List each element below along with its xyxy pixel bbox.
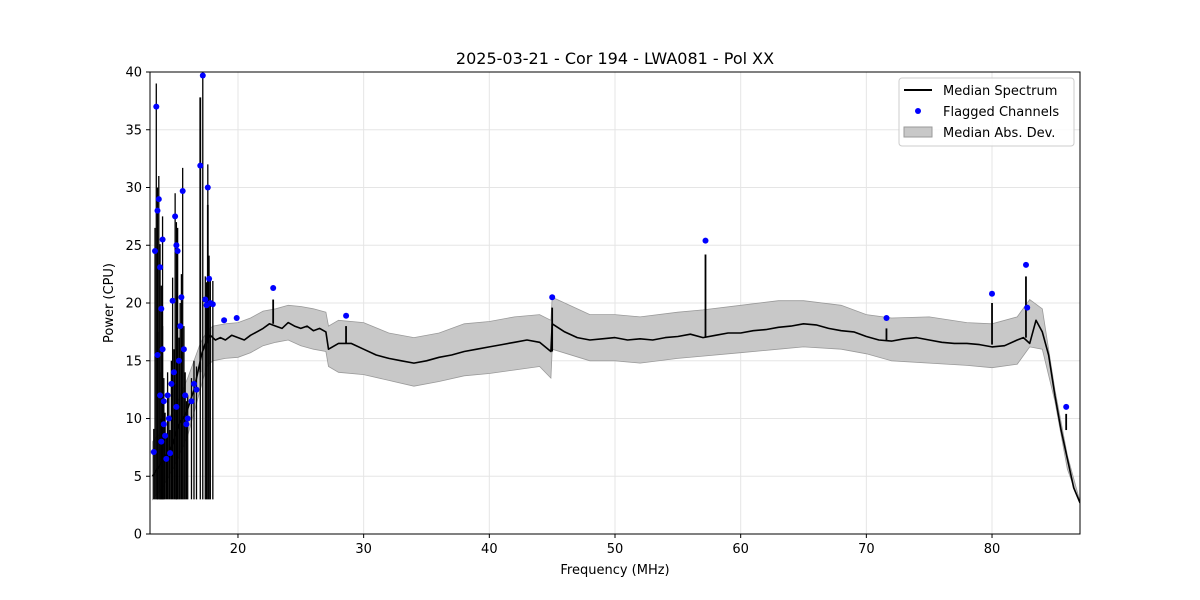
flagged-channel-point <box>172 213 179 220</box>
flagged-channel-point <box>153 103 160 110</box>
flagged-channel-point <box>182 392 189 399</box>
flagged-channel-point <box>158 438 165 445</box>
y-tick-label: 0 <box>134 528 142 543</box>
flagged-channel-point <box>1023 261 1029 268</box>
y-tick-label: 5 <box>134 470 142 485</box>
flagged-channel-point <box>154 207 161 214</box>
flagged-channel-point <box>199 72 206 79</box>
flagged-channel-point <box>167 450 174 457</box>
flagged-channel-point <box>989 290 995 297</box>
flagged-channel-point <box>155 196 162 203</box>
mad-band <box>152 296 1080 505</box>
flagged-channel-point <box>197 162 204 169</box>
x-tick-label: 40 <box>481 542 498 557</box>
x-tick-label: 60 <box>732 542 749 557</box>
flagged-channel-point <box>173 403 180 410</box>
flagged-channel-point <box>191 380 197 387</box>
flagged-channel-point <box>1063 403 1070 410</box>
flagged-channel-point <box>152 248 158 254</box>
flagged-channel-point <box>1024 304 1031 311</box>
legend-flagged-marker-swatch <box>915 108 921 114</box>
flagged-channel-point <box>233 315 240 321</box>
legend-mad-label: Median Abs. Dev. <box>943 126 1055 141</box>
legend-box <box>898 77 1075 147</box>
flagged-channel-point <box>188 398 195 405</box>
flagged-channel-point <box>168 380 175 387</box>
x-tick-label: 20 <box>230 542 247 557</box>
flagged-channel-point <box>162 432 169 439</box>
x-tick-label: 80 <box>984 542 1001 557</box>
flagged-channel-point <box>169 297 176 304</box>
chart-title: 2025-03-21 - Cor 194 - LWA081 - Pol XX <box>456 49 774 68</box>
flagged-channel-point <box>165 415 172 422</box>
flagged-channel-point <box>193 386 200 393</box>
x-tick-label: 30 <box>355 542 372 557</box>
flagged-channel-point <box>154 352 161 358</box>
flagged-channel-point <box>270 285 277 291</box>
flagged-channel-point <box>883 315 890 321</box>
y-tick-label: 10 <box>125 412 142 427</box>
x-axis-label: Frequency (MHz) <box>560 563 669 578</box>
flagged-channel-point <box>180 346 187 353</box>
flagged-channel-point <box>343 312 350 319</box>
flagged-channel-point <box>177 323 184 330</box>
y-tick-label: 40 <box>125 66 142 81</box>
y-tick-label: 30 <box>125 181 142 196</box>
y-tick-label: 20 <box>125 297 142 312</box>
legend-flagged-label: Flagged Channels <box>943 105 1059 120</box>
flagged-channel-point <box>173 242 180 249</box>
flagged-channel-point <box>178 294 185 301</box>
median-spectrum-line <box>151 319 1080 504</box>
legend-mad-fill-swatch <box>903 126 933 138</box>
legend-median-label: Median Spectrum <box>943 84 1057 99</box>
flagged-channel-point <box>158 305 165 312</box>
y-tick-label: 35 <box>125 123 142 138</box>
flagged-channel-point <box>163 455 170 462</box>
flagged-channel-point <box>175 357 182 364</box>
plot-area <box>150 72 1080 505</box>
flagged-channel-point <box>179 188 186 194</box>
flagged-channel-point <box>209 301 216 308</box>
flagged-channel-point <box>183 421 190 428</box>
flagged-channel-point <box>184 415 191 422</box>
flagged-channel-point <box>206 275 213 282</box>
x-tick-label: 70 <box>858 542 875 557</box>
flagged-channel-point <box>159 346 166 353</box>
y-axis-label: Power (CPU) <box>102 263 117 343</box>
axis-ticks: 20 30 40 50 60 70 80 0 5 10 15 20 25 30 35 40 <box>125 66 1000 558</box>
flagged-channel-point <box>204 184 211 191</box>
flagged-channel-point <box>221 317 228 324</box>
flagged-channel-point <box>170 369 177 376</box>
y-tick-label: 15 <box>125 354 142 369</box>
flagged-channel-point <box>160 398 167 405</box>
flagged-channel-point <box>164 392 171 399</box>
flagged-channel-point <box>702 237 709 244</box>
flagged-channel-point <box>160 421 167 428</box>
flagged-channel-point <box>150 449 157 455</box>
flagged-channel-point <box>157 392 164 399</box>
flagged-channel-point <box>174 248 181 254</box>
x-tick-label: 50 <box>607 542 624 557</box>
flagged-channel-point <box>549 294 556 301</box>
flagged-channel-point <box>202 296 209 303</box>
flagged-channel-point <box>159 236 166 243</box>
flagged-channel-point <box>157 264 164 271</box>
y-tick-label: 25 <box>125 239 142 254</box>
legend: Median Spectrum Flagged Channels Median … <box>898 77 1075 147</box>
